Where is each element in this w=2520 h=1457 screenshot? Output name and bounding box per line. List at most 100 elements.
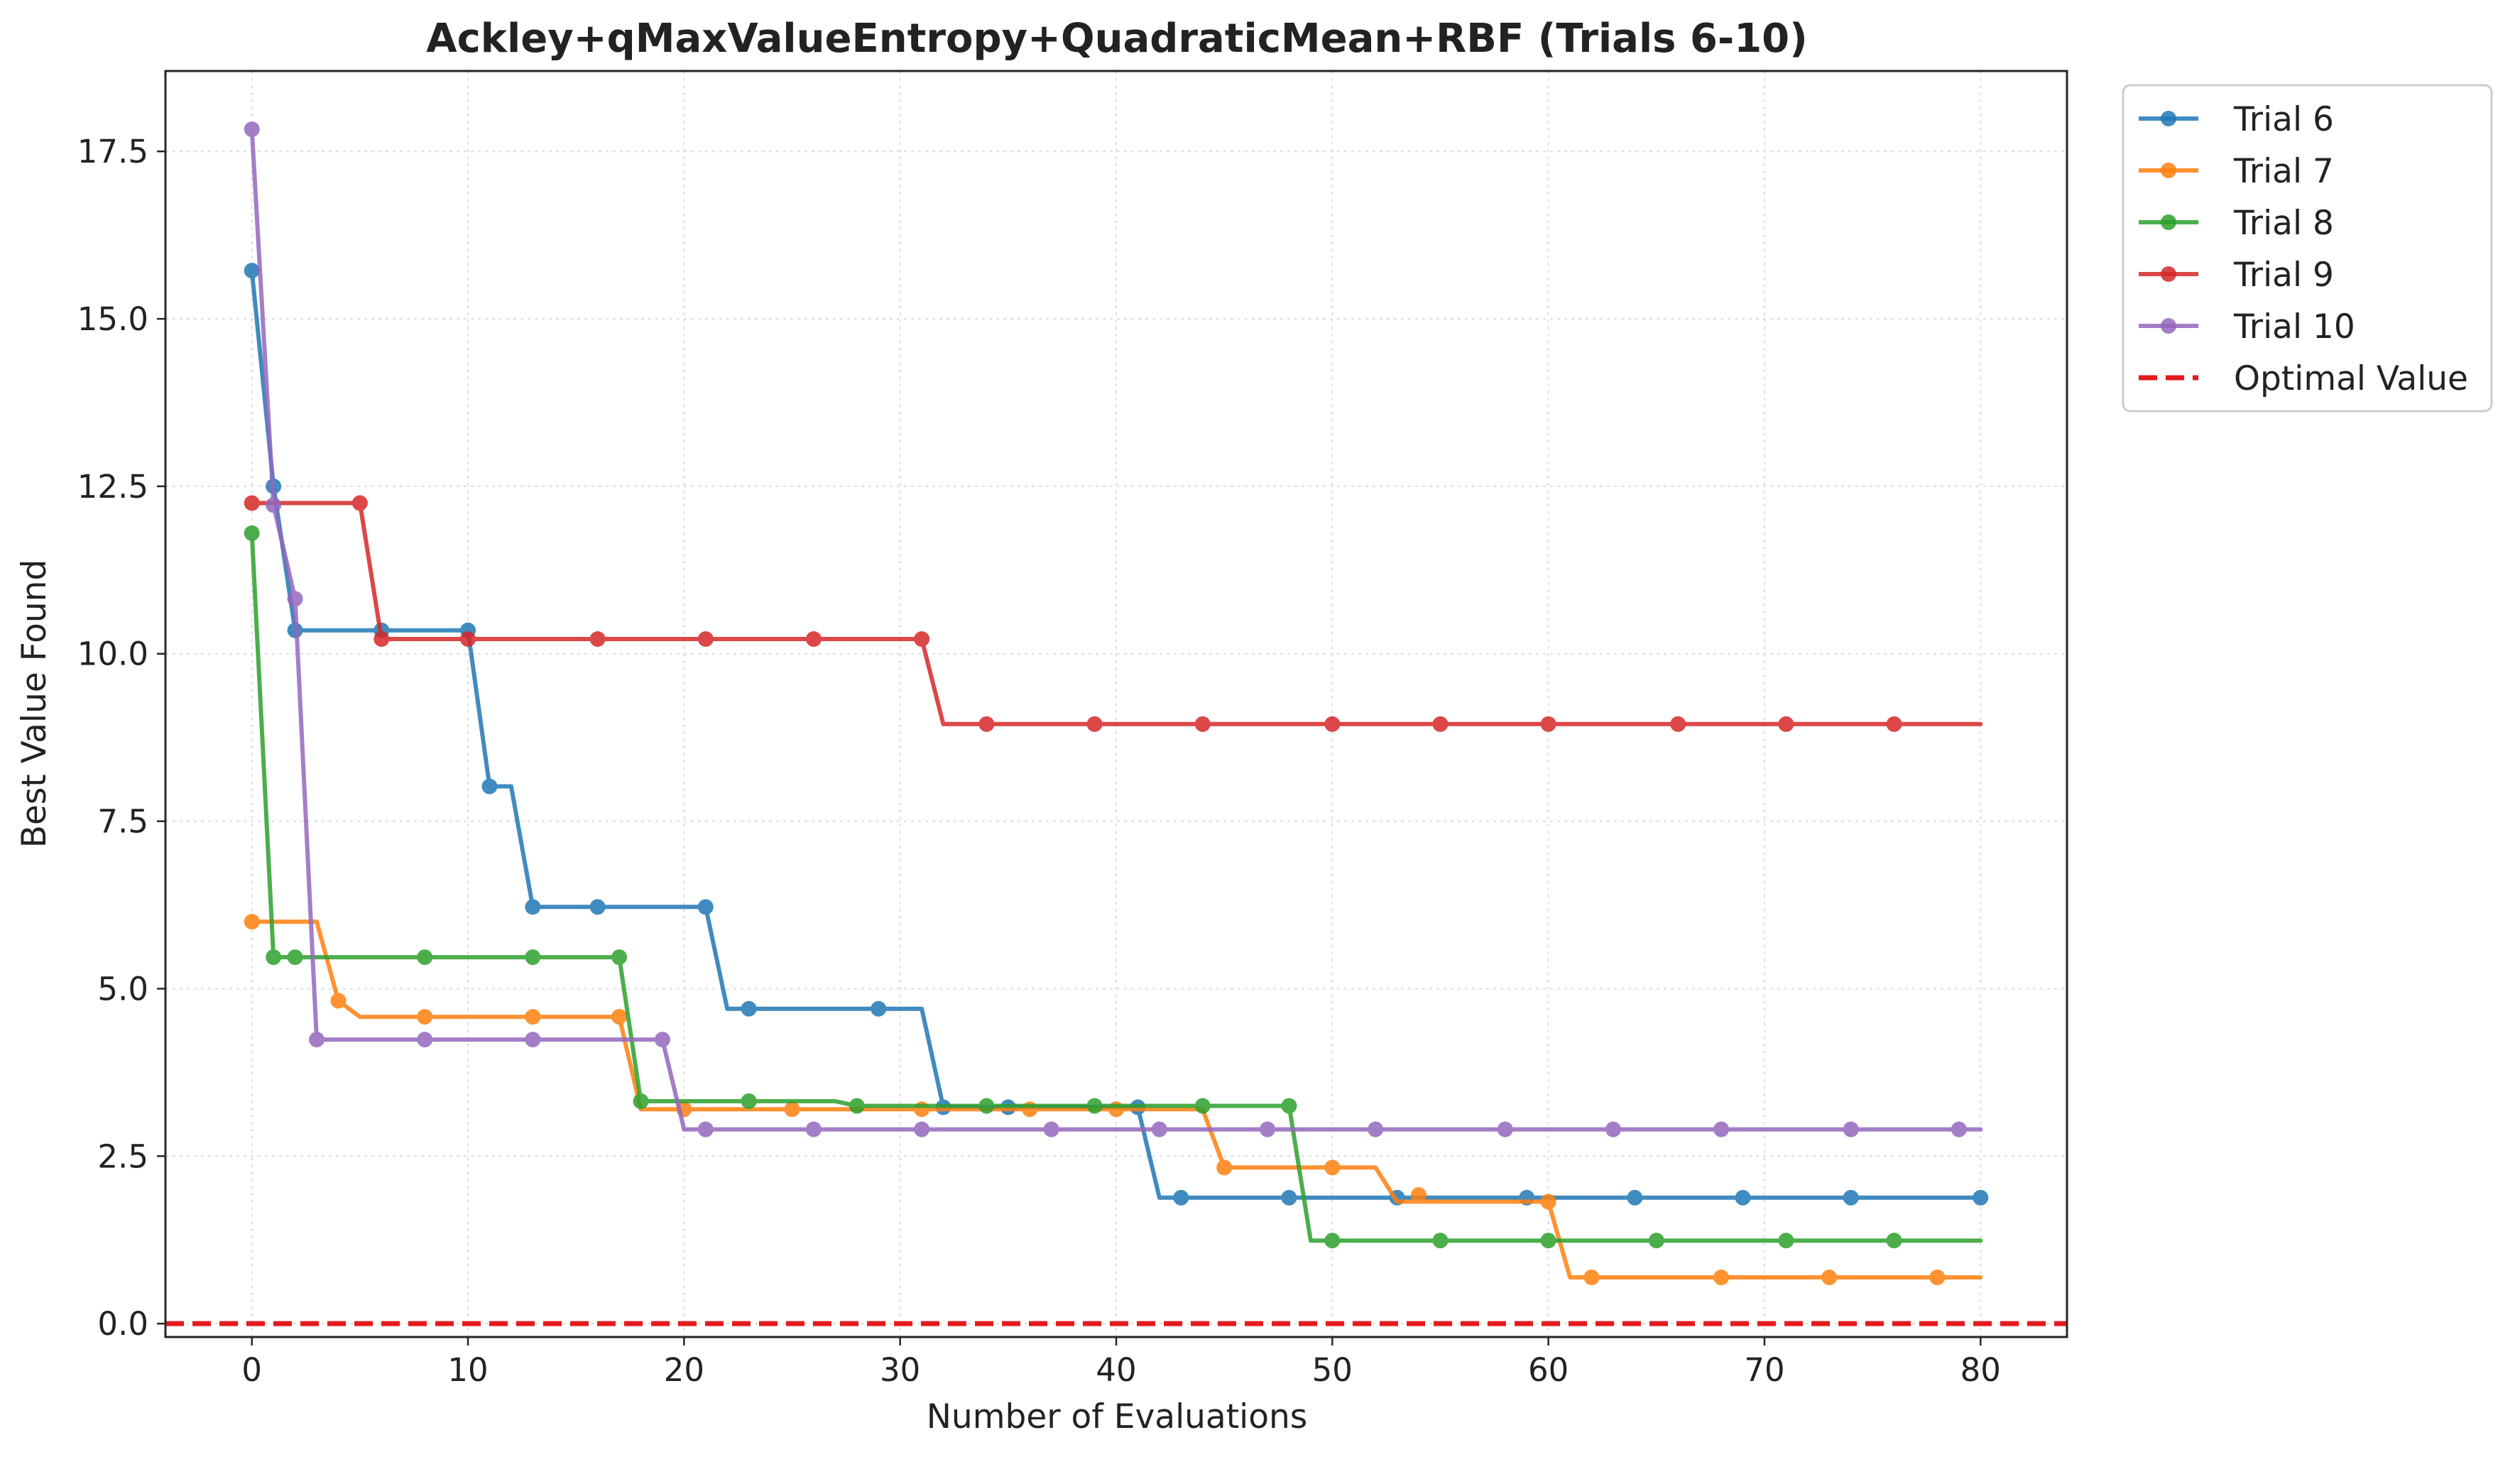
data-point (805, 1121, 822, 1137)
series-trial-9 (244, 495, 1983, 732)
data-point (1194, 716, 1211, 732)
data-point (589, 899, 606, 915)
data-point (1086, 716, 1103, 732)
data-point (244, 914, 260, 930)
y-tick-label: 17.5 (77, 133, 148, 170)
data-point (914, 1121, 930, 1137)
x-tick-label: 10 (447, 1351, 488, 1389)
data-point (1432, 1233, 1449, 1249)
data-point (697, 1121, 714, 1137)
legend-box (2122, 84, 2493, 413)
data-point (244, 525, 260, 541)
data-point (611, 949, 628, 966)
data-point (914, 631, 930, 647)
legend-item: Trial 10 (2139, 307, 2355, 346)
data-point (417, 1009, 433, 1025)
data-point (784, 1101, 800, 1118)
y-tick-label: 0.0 (97, 1305, 148, 1343)
x-tick-label: 70 (1744, 1351, 1784, 1389)
data-point (417, 949, 433, 966)
y-tick-label: 2.5 (97, 1137, 148, 1175)
data-point (1368, 1121, 1384, 1137)
legend-marker (2161, 163, 2176, 178)
data-point (266, 949, 282, 966)
legend-marker (2161, 318, 2176, 334)
data-point (481, 778, 498, 795)
legend-label: Trial 9 (2233, 256, 2334, 295)
data-point (1951, 1121, 1967, 1137)
data-point (1281, 1189, 1297, 1206)
data-point (1670, 716, 1686, 732)
data-point (373, 631, 390, 647)
data-point (525, 899, 541, 915)
data-point (1497, 1121, 1513, 1137)
data-point (1605, 1121, 1621, 1137)
legend-label: Trial 7 (2233, 152, 2334, 191)
data-point (525, 949, 541, 966)
data-point (1043, 1121, 1059, 1137)
data-point (697, 631, 714, 647)
data-point (978, 716, 995, 732)
data-point (654, 1032, 670, 1048)
y-tick-label: 15.0 (77, 300, 148, 338)
data-point (1713, 1121, 1730, 1137)
data-point (1648, 1233, 1664, 1249)
y-axis-ticks: 0.0 2.5 5.0 7.5 10.0 12.5 15.0 17.5 (77, 133, 165, 1343)
series-line (249, 501, 1983, 726)
data-point (1194, 1098, 1211, 1114)
data-point (1627, 1189, 1643, 1206)
data-point (1929, 1270, 1946, 1286)
data-point (1713, 1270, 1730, 1286)
data-point (417, 1032, 433, 1048)
legend-label: Trial 10 (2233, 307, 2355, 346)
grid (165, 71, 2067, 1337)
data-point (1281, 1098, 1297, 1114)
y-axis-label: Best Value Found (15, 560, 54, 848)
data-point (633, 1093, 649, 1109)
data-point (1324, 716, 1341, 732)
data-point (244, 121, 260, 138)
data-point (1973, 1189, 1989, 1206)
x-tick-label: 0 (241, 1351, 262, 1389)
data-point (525, 1009, 541, 1025)
data-point (1886, 1233, 1902, 1249)
data-point (1411, 1187, 1427, 1204)
data-point (1821, 1270, 1838, 1286)
data-point (330, 993, 347, 1009)
data-point (1260, 1121, 1276, 1137)
legend-item: Trial 7 (2139, 152, 2334, 191)
legend-item: Trial 8 (2139, 204, 2334, 243)
legend-item: Optimal Value (2139, 359, 2468, 398)
series-group (244, 121, 1989, 1286)
legend-label: Optimal Value (2234, 359, 2468, 398)
legend-item: Trial 6 (2139, 100, 2334, 139)
data-point (1151, 1121, 1167, 1137)
data-point (1583, 1270, 1600, 1286)
data-point (589, 631, 606, 647)
x-tick-label: 80 (1960, 1351, 2001, 1389)
data-point (1886, 716, 1902, 732)
legend-marker (2161, 214, 2176, 230)
series-line (249, 530, 1983, 1243)
data-point (805, 631, 822, 647)
data-point (1324, 1159, 1341, 1176)
y-tick-label: 10.0 (77, 635, 148, 673)
series-trial-8 (244, 525, 1983, 1249)
data-point (1540, 1194, 1556, 1210)
legend-label: Trial 8 (2233, 204, 2334, 243)
data-point (871, 1000, 887, 1017)
data-point (697, 899, 714, 915)
chart-title: Ackley+qMaxValueEntropy+QuadraticMean+RB… (426, 16, 1807, 62)
x-tick-label: 20 (664, 1351, 704, 1389)
x-axis-label: Number of Evaluations (927, 1397, 1307, 1436)
data-point (244, 495, 260, 511)
data-point (460, 631, 476, 647)
data-point (244, 263, 260, 279)
x-tick-label: 60 (1528, 1351, 1569, 1389)
x-axis-ticks: 0 10 20 30 40 50 60 70 80 (241, 1337, 2001, 1389)
data-point (1778, 1233, 1794, 1249)
legend-item: Trial 9 (2139, 256, 2334, 295)
data-point (287, 949, 303, 966)
